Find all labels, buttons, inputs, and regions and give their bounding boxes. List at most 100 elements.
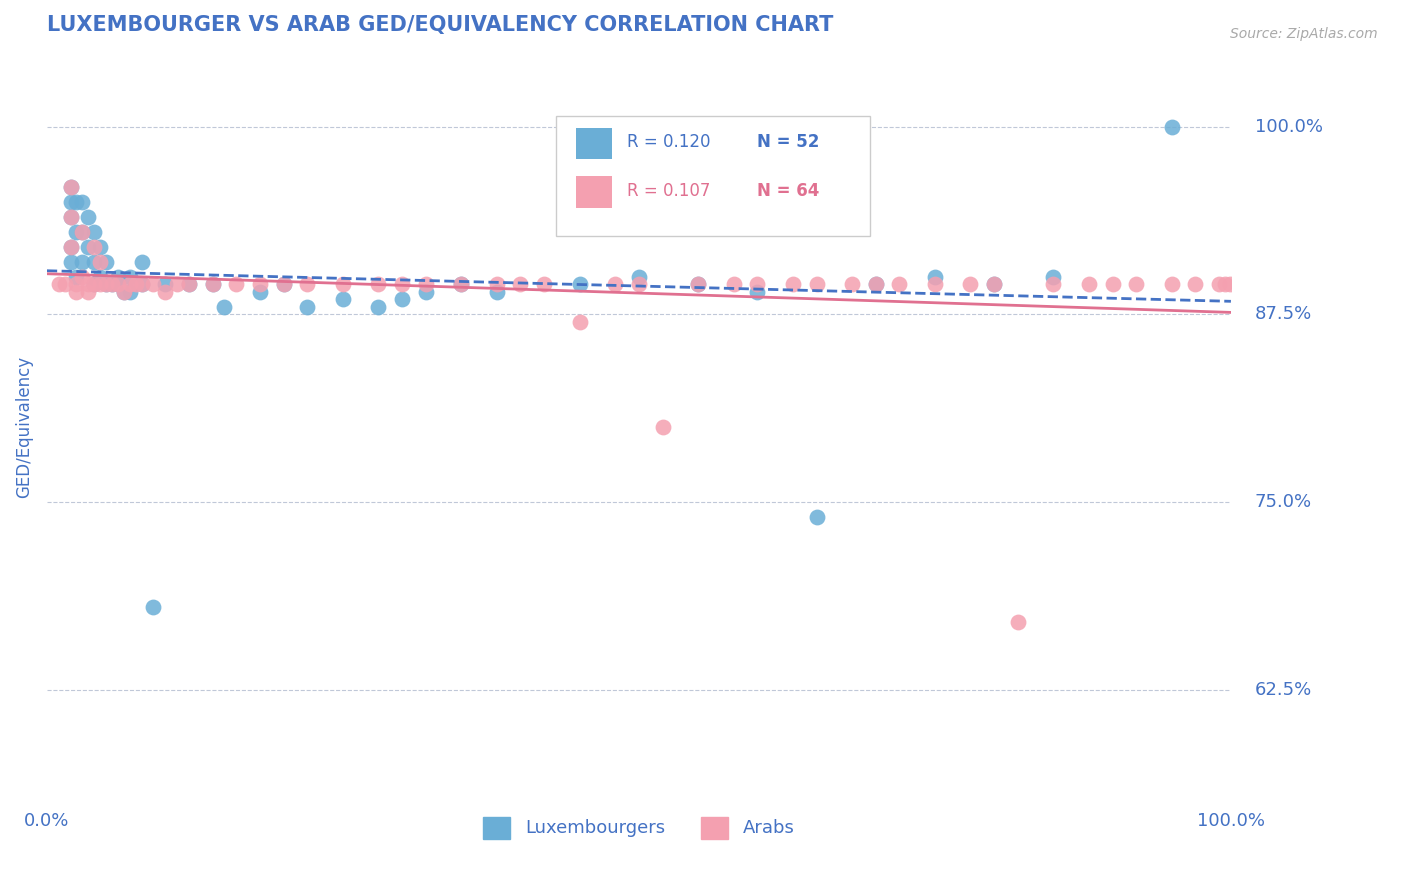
Point	[249, 285, 271, 299]
Point	[688, 277, 710, 292]
Point	[94, 255, 117, 269]
Point	[59, 194, 82, 209]
Point	[53, 277, 76, 292]
Point	[94, 277, 117, 292]
Point	[118, 269, 141, 284]
Text: N = 64: N = 64	[758, 182, 820, 200]
Point	[568, 277, 591, 292]
Point	[131, 277, 153, 292]
Point	[94, 277, 117, 292]
Point	[924, 277, 946, 292]
Point	[225, 277, 247, 292]
Point	[415, 285, 437, 299]
Point	[1219, 277, 1241, 292]
Point	[112, 285, 135, 299]
Point	[1042, 269, 1064, 284]
Point	[568, 315, 591, 329]
Point	[166, 277, 188, 292]
Point	[533, 277, 555, 292]
Point	[89, 255, 111, 269]
Bar	[576, 177, 612, 208]
Point	[273, 277, 295, 292]
Point	[1101, 277, 1123, 292]
Point	[297, 300, 319, 314]
Point	[177, 277, 200, 292]
Text: 62.5%: 62.5%	[1254, 681, 1312, 698]
Point	[72, 225, 94, 239]
Point	[77, 210, 100, 224]
Point	[450, 277, 472, 292]
Point	[297, 277, 319, 292]
Point	[201, 277, 224, 292]
Text: LUXEMBOURGER VS ARAB GED/EQUIVALENCY CORRELATION CHART: LUXEMBOURGER VS ARAB GED/EQUIVALENCY COR…	[46, 15, 834, 35]
Point	[415, 277, 437, 292]
Point	[59, 210, 82, 224]
Point	[131, 277, 153, 292]
Point	[332, 293, 354, 307]
Point	[509, 277, 531, 292]
Point	[1007, 615, 1029, 629]
Point	[924, 269, 946, 284]
Point	[249, 277, 271, 292]
Point	[983, 277, 1005, 292]
Point	[782, 277, 804, 292]
Point	[83, 277, 105, 292]
Point	[214, 300, 236, 314]
Point	[72, 225, 94, 239]
Point	[125, 277, 148, 292]
Point	[101, 277, 124, 292]
Point	[1213, 277, 1236, 292]
Y-axis label: GED/Equivalency: GED/Equivalency	[15, 356, 32, 498]
Point	[83, 255, 105, 269]
Point	[77, 285, 100, 299]
Bar	[576, 128, 612, 159]
Point	[107, 277, 129, 292]
Text: 100.0%: 100.0%	[1254, 118, 1323, 136]
Point	[65, 194, 87, 209]
FancyBboxPatch shape	[555, 116, 870, 235]
Point	[865, 277, 887, 292]
Text: N = 52: N = 52	[758, 133, 820, 151]
Point	[627, 277, 650, 292]
Text: R = 0.107: R = 0.107	[627, 182, 710, 200]
Point	[142, 277, 165, 292]
Point	[688, 277, 710, 292]
Point	[112, 285, 135, 299]
Point	[118, 277, 141, 292]
Point	[367, 277, 389, 292]
Point	[841, 277, 863, 292]
Point	[72, 255, 94, 269]
Point	[83, 277, 105, 292]
Point	[65, 269, 87, 284]
Point	[747, 277, 769, 292]
Point	[485, 285, 508, 299]
Point	[806, 277, 828, 292]
Point	[48, 277, 70, 292]
Point	[83, 240, 105, 254]
Point	[273, 277, 295, 292]
Point	[1160, 120, 1182, 134]
Point	[59, 240, 82, 254]
Point	[83, 225, 105, 239]
Point	[1077, 277, 1099, 292]
Point	[1184, 277, 1206, 292]
Point	[747, 285, 769, 299]
Point	[65, 277, 87, 292]
Point	[65, 285, 87, 299]
Point	[101, 277, 124, 292]
Point	[155, 277, 177, 292]
Point	[118, 285, 141, 299]
Point	[605, 277, 627, 292]
Point	[131, 255, 153, 269]
Text: Source: ZipAtlas.com: Source: ZipAtlas.com	[1230, 27, 1378, 41]
Point	[59, 240, 82, 254]
Point	[391, 277, 413, 292]
Point	[89, 240, 111, 254]
Point	[959, 277, 981, 292]
Legend: Luxembourgers, Arabs: Luxembourgers, Arabs	[477, 809, 801, 846]
Point	[889, 277, 911, 292]
Point	[806, 510, 828, 524]
Point	[89, 277, 111, 292]
Point	[450, 277, 472, 292]
Point	[72, 269, 94, 284]
